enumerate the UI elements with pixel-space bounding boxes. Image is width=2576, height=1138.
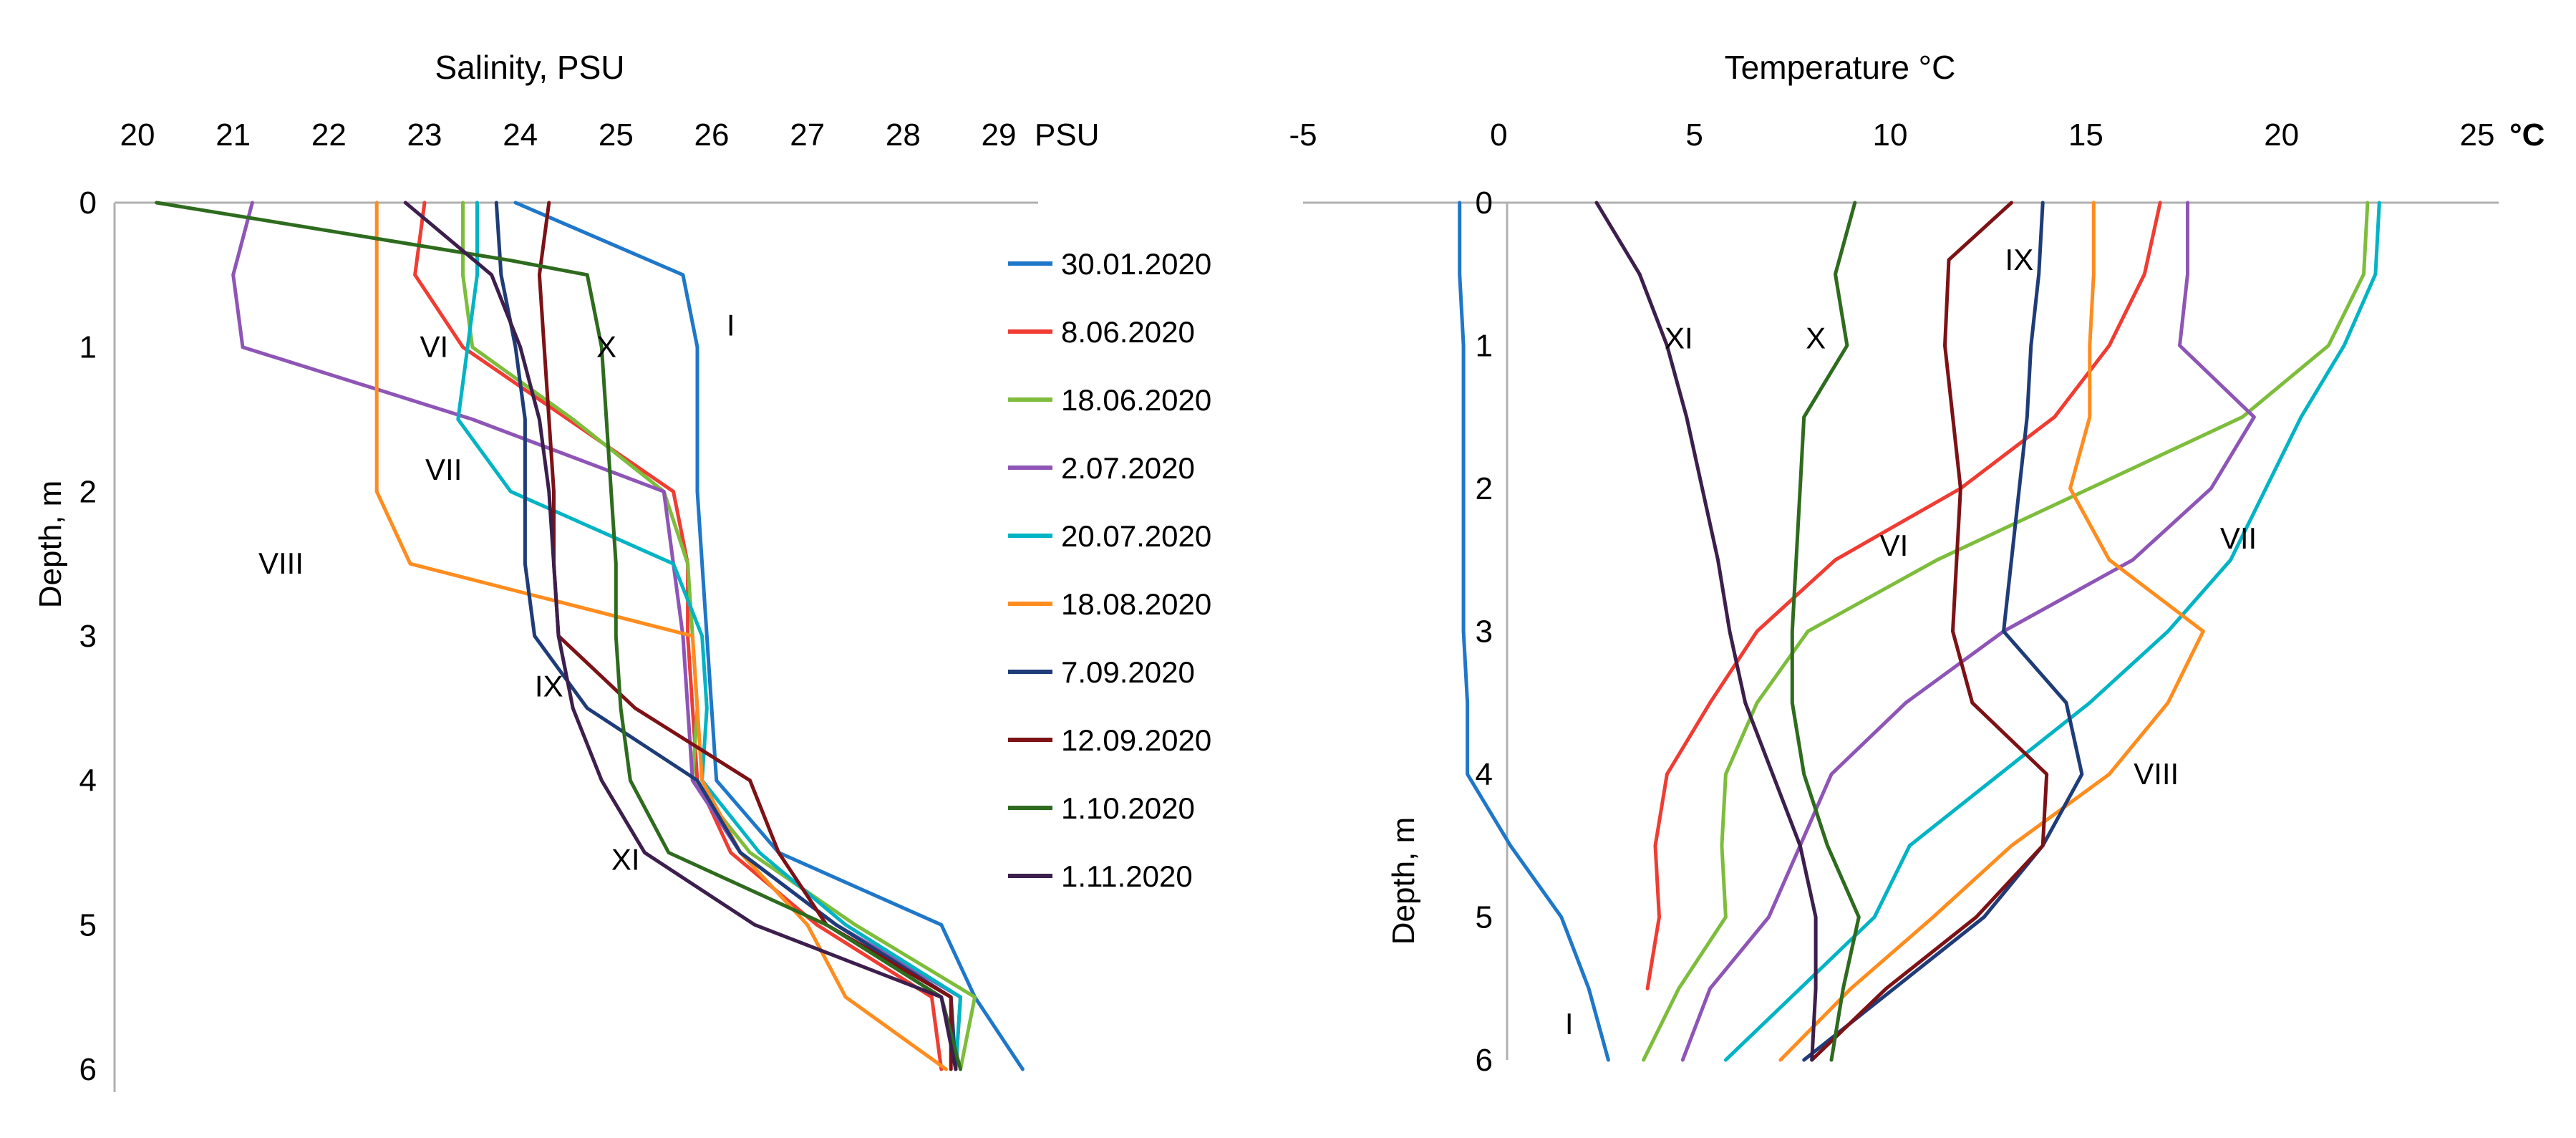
salinity-x-tick-label-2: 22 (311, 117, 347, 153)
temperature-y-tick-label-5: 5 (1476, 900, 1493, 935)
legend-label-9: 1.11.2020 (1061, 859, 1193, 893)
salinity-annotations: I VI X VII VIII IX XI (258, 308, 735, 876)
salinity-annotation-4: VIII (258, 546, 304, 580)
temperature-annotations: IX XI X VI VII VIII I (1565, 243, 2257, 1041)
salinity-x-tick-label-5: 25 (599, 117, 634, 153)
legend-label-4: 20.07.2020 (1061, 519, 1211, 553)
temperature-y-ticks: 0 1 2 3 4 5 6 (1476, 185, 1493, 1078)
temperature-x-tick-label-2: 5 (1685, 117, 1703, 153)
temperature-y-tick-label-1: 1 (1476, 329, 1493, 364)
temperature-x-tick-label-1: 0 (1490, 117, 1507, 153)
salinity-x-tick-label-0: 20 (120, 117, 155, 153)
salinity-annotation-5: IX (535, 670, 563, 703)
temperature-y-axis-label: Depth, m (1386, 817, 1421, 945)
legend-label-8: 1.10.2020 (1061, 791, 1195, 825)
temperature-x-tick-label-5: 20 (2264, 117, 2299, 153)
temperature-x-tick-label-0: -5 (1289, 117, 1317, 153)
temperature-annotation-1: XI (1665, 322, 1693, 355)
temperature-series-line-5 (1778, 201, 2205, 1062)
legend-label-0: 30.01.2020 (1061, 247, 1211, 281)
salinity-series-line-9 (403, 201, 958, 1071)
salinity-series-line-8 (155, 201, 962, 1071)
temperature-series-line-1 (1645, 201, 2162, 990)
temperature-annotation-3: VI (1880, 529, 1909, 562)
temperature-series-line-0 (1458, 201, 1610, 1062)
salinity-x-tick-label-1: 21 (216, 117, 251, 153)
salinity-series-line-0 (513, 201, 1025, 1071)
salinity-annotation-2: X (596, 330, 616, 364)
legend-label-2: 18.06.2020 (1061, 383, 1211, 417)
temperature-y-tick-label-2: 2 (1476, 471, 1493, 506)
salinity-y-tick-label-6: 6 (79, 1052, 97, 1087)
legend-label-5: 18.08.2020 (1061, 587, 1211, 621)
salinity-y-tick-label-1: 1 (79, 330, 97, 365)
temperature-annotation-0: IX (2005, 243, 2034, 276)
salinity-chart: Salinity, PSU PSU Depth, m 20 21 22 23 24 25 2… (33, 49, 1099, 1092)
legend-label-7: 12.09.2020 (1061, 723, 1211, 757)
legend-label-1: 8.06.2020 (1061, 315, 1195, 349)
temperature-y-tick-label-4: 4 (1476, 757, 1493, 792)
temperature-chart: Temperature °C °C Depth, m -5 0 5 10 15 20 25 … (1289, 49, 2544, 1078)
salinity-chart-title: Salinity, PSU (435, 49, 624, 86)
salinity-annotation-3: VII (425, 453, 462, 486)
legend-label-6: 7.09.2020 (1061, 655, 1195, 689)
salinity-y-tick-label-5: 5 (79, 907, 97, 942)
temperature-x-unit: °C (2509, 117, 2544, 153)
temperature-annotation-2: X (1806, 322, 1826, 355)
salinity-x-tick-label-7: 27 (790, 117, 825, 153)
salinity-x-ticks: 20 21 22 23 24 25 26 27 28 29 (120, 117, 1017, 153)
salinity-y-tick-label-2: 2 (79, 474, 97, 509)
salinity-y-ticks: 0 1 2 3 4 5 6 (79, 185, 97, 1087)
salinity-y-tick-label-3: 3 (79, 619, 97, 654)
salinity-series-layer (155, 201, 1025, 1071)
legend: 30.01.2020 8.06.2020 18.06.2020 2.07.2020 20… (1008, 247, 1211, 893)
temperature-annotation-6: I (1565, 1007, 1574, 1041)
salinity-y-axis-label: Depth, m (33, 481, 68, 609)
temperature-series-layer (1458, 201, 2381, 1062)
salinity-x-tick-label-4: 24 (503, 117, 538, 153)
temperature-annotation-5: VIII (2134, 757, 2179, 791)
salinity-annotation-1: VI (420, 330, 449, 364)
temperature-y-tick-label-0: 0 (1476, 185, 1493, 221)
salinity-x-tick-label-3: 23 (407, 117, 442, 153)
salinity-annotation-0: I (727, 308, 735, 342)
salinity-series-line-6 (494, 201, 958, 1071)
temperature-x-tick-label-3: 10 (1873, 117, 1908, 153)
temperature-series-line-7 (1810, 201, 2049, 1062)
temperature-series-line-8 (1790, 201, 1861, 1062)
temperature-series-line-6 (1802, 201, 2084, 1062)
temperature-annotation-4: VII (2220, 521, 2257, 555)
temperature-chart-title: Temperature °C (1725, 49, 1956, 86)
temperature-y-tick-label-6: 6 (1476, 1043, 1493, 1078)
temperature-y-tick-label-3: 3 (1476, 614, 1493, 650)
salinity-x-tick-label-9: 29 (982, 117, 1017, 153)
salinity-x-tick-label-8: 28 (886, 117, 921, 153)
temperature-series-line-9 (1594, 201, 1818, 1062)
temperature-series-line-4 (1723, 201, 2381, 1062)
temperature-x-tick-label-6: 25 (2460, 117, 2495, 153)
temperature-x-tick-label-4: 15 (2068, 117, 2103, 153)
salinity-x-tick-label-6: 26 (694, 117, 730, 153)
salinity-series-line-4 (456, 201, 962, 1071)
salinity-annotation-6: XI (611, 843, 640, 877)
temperature-series-line-2 (1642, 201, 2370, 1062)
legend-label-3: 2.07.2020 (1061, 451, 1195, 485)
temperature-x-ticks: -5 0 5 10 15 20 25 (1289, 117, 2494, 153)
salinity-y-tick-label-0: 0 (79, 185, 97, 221)
salinity-y-tick-label-4: 4 (79, 763, 97, 799)
salinity-x-unit: PSU (1035, 117, 1099, 153)
salinity-series-line-5 (374, 201, 948, 1071)
